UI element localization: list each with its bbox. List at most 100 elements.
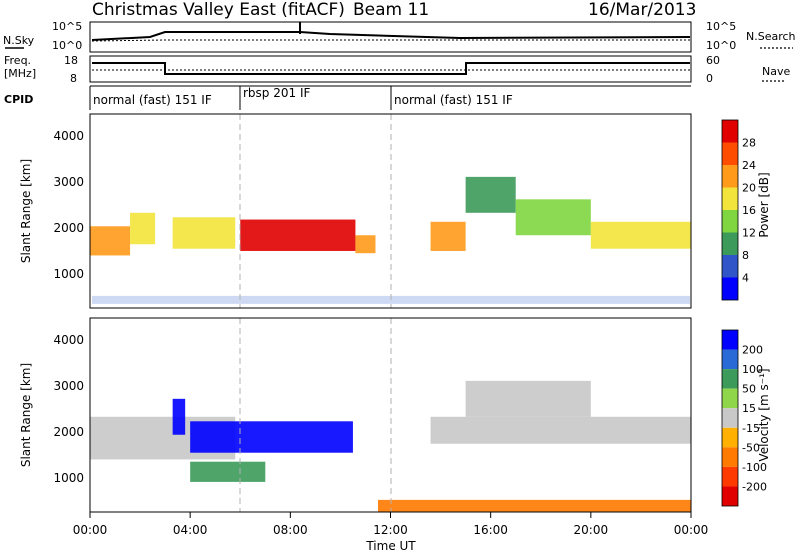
- velocity-cbar-swatch-1: [722, 349, 738, 370]
- velocity-band-5: [465, 380, 591, 417]
- power-cbar-tick-4: 20: [742, 182, 756, 195]
- x-tick-label-1: 04:00: [173, 523, 208, 537]
- x-tick-label-3: 12:00: [373, 523, 408, 537]
- power-band-0: [90, 226, 131, 256]
- station-title: Christmas Valley East (fitACF): [92, 0, 345, 20]
- velocity-ytick-1000: 1000: [53, 471, 84, 485]
- power-cbar-swatch-3: [722, 210, 738, 233]
- power-ytick-3000: 3000: [53, 175, 84, 189]
- power-band-1: [130, 212, 156, 245]
- velocity-cbar-swatch-0: [722, 330, 738, 350]
- velocity-bands: [90, 380, 691, 512]
- beam-label: Beam 11: [353, 0, 429, 20]
- power-ytick-1000: 1000: [53, 267, 84, 281]
- power-cbar-tick-1: 8: [742, 249, 749, 262]
- power-cbar-swatch-1: [722, 255, 738, 278]
- x-tick-label-4: 16:00: [473, 523, 508, 537]
- noise-sky-line: [91, 31, 691, 41]
- velocity-cbar-swatch-7: [722, 466, 738, 487]
- x-tick-label-0: 00:00: [73, 523, 108, 537]
- cpid-segment-2: rbsp 201 IF: [243, 86, 310, 100]
- velocity-cbar-tick-7: -200: [742, 480, 767, 493]
- nsearch-label: N.Search: [746, 30, 796, 43]
- velocity-panel: 1000 2000 3000 4000 Slant Range [km] 200…: [19, 317, 771, 513]
- velocity-cbar-tick-4: -15: [742, 422, 760, 435]
- power-ytick-2000: 2000: [53, 221, 84, 235]
- noise-tick-bottom-left: 10^0: [52, 39, 82, 52]
- noise-tick-top-left: 10^5: [52, 20, 82, 33]
- nsky-label: N.Sky: [3, 34, 35, 47]
- power-band-8: [590, 221, 691, 249]
- power-cbar-swatch-0: [722, 277, 738, 300]
- velocity-cbar-frame: [721, 329, 739, 507]
- power-plot-frame: [89, 113, 692, 309]
- power-band-6: [465, 176, 516, 213]
- power-cbar-tick-0: 4: [742, 272, 749, 285]
- power-cbar-swatch-7: [722, 120, 738, 143]
- noise-search-line: [91, 39, 690, 42]
- power-cbar-swatch-5: [722, 165, 738, 188]
- power-cbar-swatch-6: [722, 142, 738, 165]
- power-cbar-tick-2: 12: [742, 227, 756, 240]
- x-axis-label: Time UT: [365, 539, 416, 553]
- x-tick-label-2: 08:00: [273, 523, 308, 537]
- x-tick-label-5: 20:00: [574, 523, 609, 537]
- nave-tick-bottom: 0: [706, 72, 713, 85]
- power-cbar-frame: [721, 119, 739, 301]
- power-band-7: [515, 199, 591, 236]
- power-band-2: [172, 217, 236, 249]
- x-axis-ticks: 00:00 04:00 08:00 12:00 16:00 20:00 00:00: [73, 512, 709, 537]
- cpid-segment-1: normal (fast) 151 IF: [93, 93, 212, 107]
- nave-label: Nave: [762, 65, 790, 78]
- velocity-cbar-swatch-8: [722, 486, 738, 506]
- freq-tick-bottom: 8: [70, 72, 77, 85]
- velocity-cbar-swatch-5: [722, 427, 738, 448]
- freq-tick-top: 18: [64, 54, 78, 67]
- velocity-ylabel: Slant Range [km]: [19, 363, 33, 467]
- noise-strip-frame: [89, 21, 692, 53]
- power-colorbar: 4 8 12 16 20 24 28: [721, 119, 756, 301]
- power-cbar-tick-5: 24: [742, 159, 756, 172]
- velocity-cbar-label: Velocity [m s⁻¹]: [757, 368, 771, 461]
- velocity-band-3: [190, 461, 266, 482]
- velocity-cbar-swatch-6: [722, 447, 738, 467]
- velocity-band-2: [190, 421, 353, 453]
- power-cbar-swatch-4: [722, 187, 738, 210]
- freq-label-2: [MHz]: [4, 67, 36, 80]
- power-cbar-label: Power [dB]: [757, 172, 771, 237]
- velocity-cbar-swatch-2: [722, 369, 738, 389]
- velocity-band-1: [172, 398, 186, 435]
- freq-line: [92, 62, 690, 75]
- velocity-colorbar: 200 100 50 15 -15 -50 -100 -200: [721, 329, 767, 507]
- velocity-band-6: [377, 499, 691, 512]
- freq-label-1: Freq.: [4, 54, 31, 67]
- power-ytick-4000: 4000: [53, 129, 84, 143]
- power-band-5: [430, 221, 466, 251]
- noise-tick-top-right: 10^5: [706, 20, 736, 33]
- x-tick-label-6: 00:00: [674, 523, 709, 537]
- velocity-cbar-tick-2: 50: [742, 383, 756, 396]
- date-label: 16/Mar/2013: [588, 0, 696, 20]
- velocity-cbar-swatch-4: [722, 408, 738, 428]
- cpid-label: CPID: [4, 93, 33, 106]
- freq-strip-frame: [89, 55, 692, 83]
- velocity-ytick-2000: 2000: [53, 425, 84, 439]
- power-ylabel: Slant Range [km]: [19, 159, 33, 263]
- velocity-cbar-tick-3: 15: [742, 402, 756, 415]
- power-cbar-tick-3: 16: [742, 204, 756, 217]
- velocity-cbar-tick-0: 200: [742, 344, 763, 357]
- nave-tick-top: 60: [706, 54, 720, 67]
- velocity-ytick-4000: 4000: [53, 333, 84, 347]
- velocity-band-4: [430, 416, 691, 444]
- cpid-segment-3: normal (fast) 151 IF: [394, 93, 513, 107]
- noise-tick-bottom-right: 10^0: [706, 39, 736, 52]
- power-band-3: [240, 219, 356, 251]
- power-cbar-swatch-2: [722, 232, 738, 255]
- power-panel: 1000 2000 3000 4000 Slant Range [km] 4 8 1…: [19, 113, 771, 309]
- velocity-cbar-tick-5: -50: [742, 441, 760, 454]
- power-cbar-tick-6: 28: [742, 137, 756, 150]
- velocity-ytick-3000: 3000: [53, 379, 84, 393]
- velocity-cbar-swatch-3: [722, 388, 738, 409]
- power-band-4: [355, 235, 376, 254]
